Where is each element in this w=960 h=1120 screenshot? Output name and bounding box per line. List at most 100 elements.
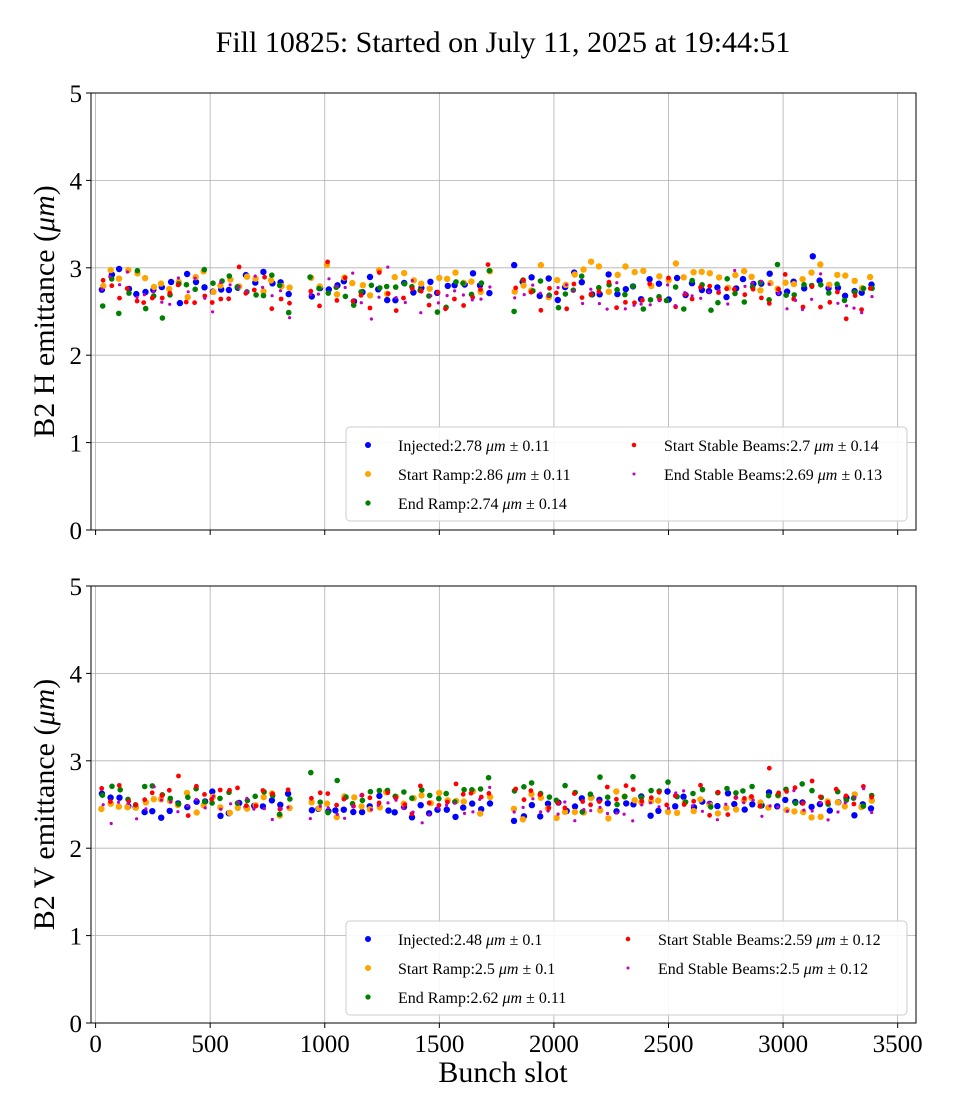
data-point: [571, 281, 577, 287]
data-point: [562, 291, 569, 297]
data-point: [759, 279, 764, 283]
data-point: [460, 804, 467, 811]
data-point: [219, 281, 223, 285]
legend-marker: [364, 441, 372, 449]
data-point: [133, 290, 140, 298]
data-point: [333, 291, 341, 298]
data-point: [288, 316, 292, 320]
data-point: [470, 294, 476, 300]
data-point: [100, 287, 104, 291]
data-point: [193, 276, 197, 280]
data-point: [401, 806, 405, 811]
data-point: [192, 300, 198, 306]
data-point: [116, 783, 122, 788]
legend-label: Start Stable Beams:2.7 μm ± 0.14: [664, 438, 879, 455]
data-point: [98, 805, 105, 813]
y-tick-label: 0: [70, 1011, 83, 1038]
legend-label: End Ramp:2.62 μm ± 0.11: [398, 990, 566, 1007]
data-point: [582, 808, 586, 812]
data-point: [673, 304, 678, 308]
data-point: [485, 774, 492, 781]
data-point: [714, 810, 722, 817]
data-point: [401, 269, 408, 277]
data-point: [742, 796, 747, 801]
chart-title: Fill 10825: Started on July 11, 2025 at …: [216, 26, 791, 59]
data-point: [326, 806, 330, 810]
x-tick-label: 3000: [758, 1031, 808, 1058]
data-point: [377, 285, 383, 291]
y-tick-label: 5: [70, 81, 83, 108]
data-point: [648, 787, 654, 794]
legend-entry: End Stable Beams:2.69 μm ± 0.13: [632, 467, 882, 484]
data-point: [443, 790, 450, 797]
data-point: [664, 788, 671, 795]
data-point: [115, 265, 123, 273]
data-point: [335, 812, 339, 817]
data-point: [435, 290, 441, 295]
data-point: [243, 803, 249, 809]
data-point: [325, 290, 332, 296]
data-point: [513, 296, 517, 300]
data-point: [278, 289, 283, 293]
data-point: [656, 273, 663, 280]
data-point: [615, 811, 619, 815]
data-point: [234, 804, 241, 811]
data-point: [307, 274, 313, 280]
data-point: [211, 794, 215, 798]
data-point: [286, 805, 290, 809]
data-point: [513, 285, 519, 291]
data-point: [176, 299, 184, 307]
data-point: [340, 806, 347, 813]
data-point: [461, 786, 467, 793]
data-point: [341, 796, 347, 802]
data-point: [717, 288, 721, 292]
data-point: [385, 291, 391, 296]
data-point: [623, 783, 629, 789]
data-point: [665, 779, 671, 785]
data-point: [260, 288, 267, 295]
data-point: [109, 821, 113, 826]
data-point: [555, 304, 562, 311]
data-point: [776, 790, 781, 796]
data-point: [731, 800, 738, 808]
data-point: [623, 800, 630, 807]
data-point: [462, 811, 467, 816]
data-point: [556, 286, 560, 290]
data-point: [732, 271, 739, 279]
data-point: [843, 316, 849, 322]
data-point: [460, 798, 467, 805]
data-point: [733, 790, 739, 796]
data-point: [765, 792, 772, 799]
data-point: [453, 781, 459, 787]
data-point: [698, 268, 705, 275]
data-point: [571, 289, 576, 293]
data-point: [367, 305, 373, 311]
data-point: [168, 302, 172, 306]
data-point: [141, 274, 149, 282]
data-point: [209, 800, 215, 806]
data-point: [834, 271, 841, 279]
y-tick-label: 1: [70, 924, 83, 951]
data-point: [325, 259, 330, 265]
data-point: [531, 797, 535, 801]
data-point: [176, 773, 181, 779]
data-point: [253, 292, 259, 298]
data-point: [284, 790, 292, 797]
data-point: [269, 306, 275, 312]
data-point: [99, 303, 106, 309]
data-point: [648, 801, 653, 805]
data-point: [706, 270, 713, 277]
data-point: [784, 789, 789, 794]
data-point: [666, 275, 671, 281]
data-point: [528, 289, 534, 295]
data-point: [631, 797, 638, 804]
data-point: [852, 306, 856, 310]
data-point: [561, 808, 569, 816]
data-point: [316, 285, 322, 292]
data-point: [201, 266, 208, 273]
data-point: [724, 785, 730, 792]
data-point: [368, 282, 375, 289]
data-point: [453, 289, 457, 293]
data-point: [393, 308, 399, 313]
data-point: [698, 782, 703, 788]
